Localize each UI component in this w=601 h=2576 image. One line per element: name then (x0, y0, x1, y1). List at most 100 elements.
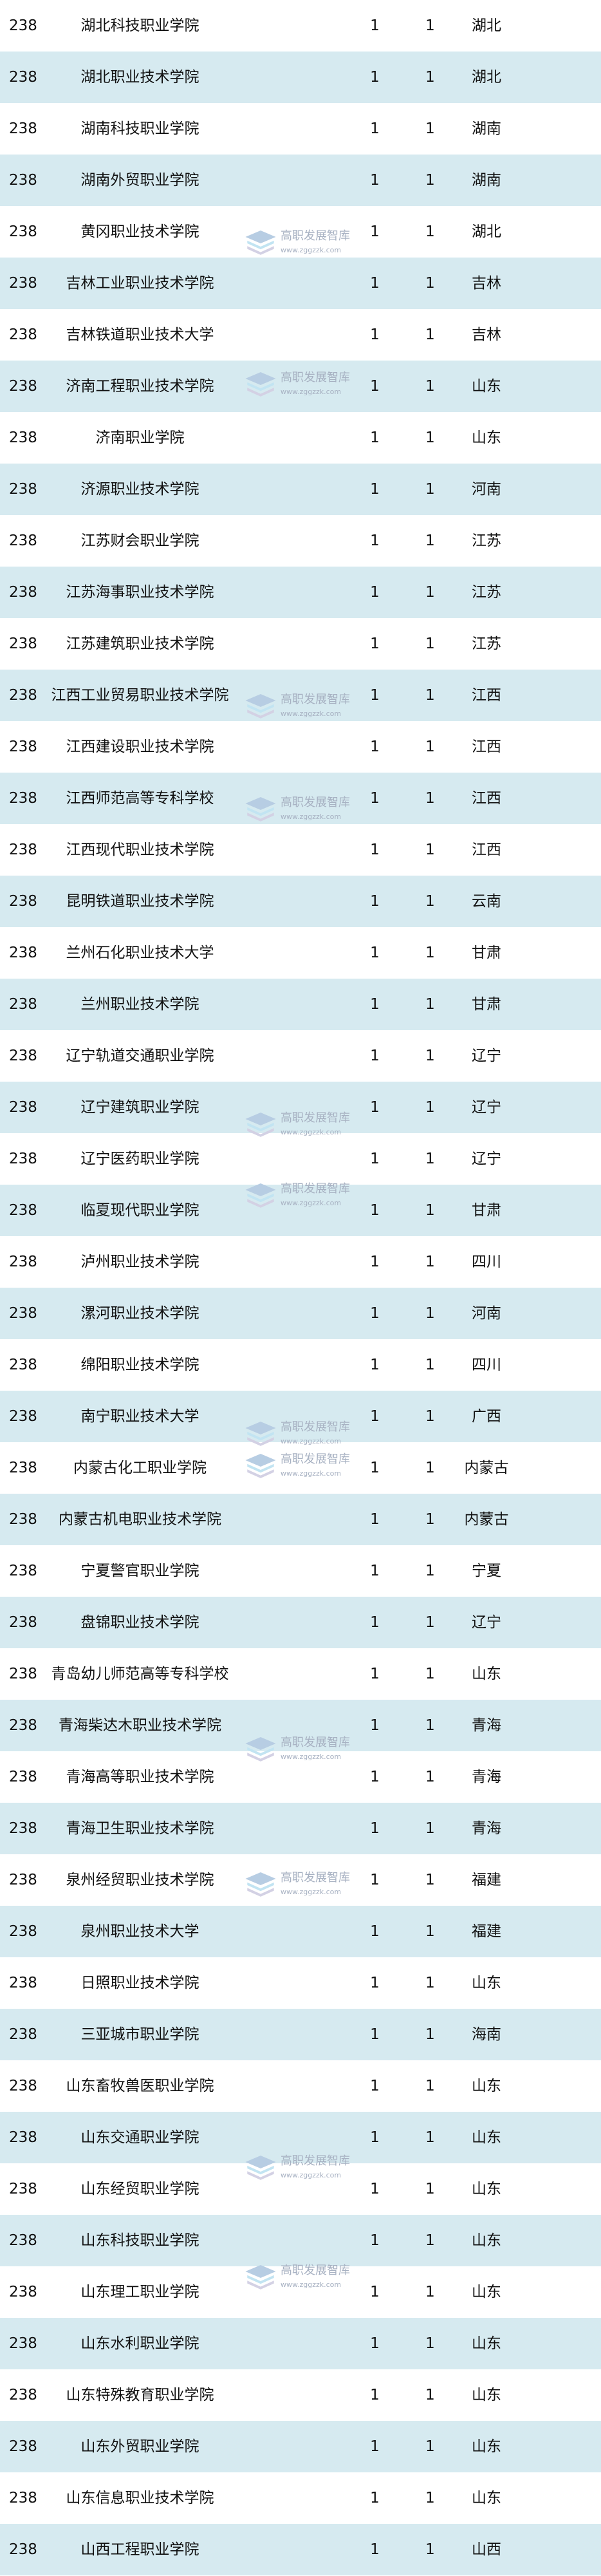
table-row: 238 绵阳职业技术学院 1 1 四川 (0, 1339, 601, 1391)
count-cell-1: 1 (370, 1305, 380, 1322)
count-cell-2: 1 (425, 1408, 435, 1425)
table-row: 238 山东水利职业学院 1 1 山东 (0, 2318, 601, 2369)
rank-cell: 238 (9, 2541, 37, 2558)
province-cell: 江西 (472, 841, 501, 858)
rank-cell: 238 (9, 1254, 37, 1270)
count-cell-1: 1 (370, 1048, 380, 1064)
province-cell: 福建 (472, 1923, 501, 1940)
school-name-cell: 山东水利职业学院 (80, 2335, 199, 2352)
count-cell-2: 1 (425, 1511, 435, 1528)
school-name-cell: 江苏海事职业技术学院 (66, 584, 214, 601)
count-cell-2: 1 (425, 687, 435, 704)
count-cell-2: 1 (425, 223, 435, 240)
count-cell-2: 1 (425, 1975, 435, 1991)
table-row: 238 济南职业学院 1 1 山东 (0, 412, 601, 464)
count-cell-2: 1 (425, 1254, 435, 1270)
count-cell-1: 1 (370, 481, 380, 498)
school-name-cell: 山东理工职业学院 (80, 2284, 199, 2300)
province-cell: 山东 (472, 2490, 501, 2506)
province-cell: 四川 (472, 1254, 501, 1270)
school-name-cell: 绵阳职业技术学院 (80, 1357, 199, 1373)
table-row: 238 江西建设职业技术学院 1 1 江西 (0, 721, 601, 773)
table-row: 238 宁夏警官职业学院 1 1 宁夏 (0, 1545, 601, 1597)
table-row: 238 山东交通职业学院 1 1 山东 (0, 2112, 601, 2163)
table-row: 238 兰州石化职业技术大学 1 1 甘肃 (0, 927, 601, 979)
province-cell: 海南 (472, 2026, 501, 2043)
rank-cell: 238 (9, 378, 37, 395)
count-cell-2: 1 (425, 2335, 435, 2352)
table-row: 238 内蒙古机电职业技术学院 1 1 内蒙古 (0, 1494, 601, 1545)
province-cell: 内蒙古 (464, 1460, 509, 1476)
rank-cell: 238 (9, 1460, 37, 1476)
school-name-cell: 青海柴达木职业技术学院 (59, 1717, 221, 1734)
count-cell-2: 1 (425, 1614, 435, 1631)
province-cell: 四川 (472, 1357, 501, 1373)
rank-cell: 238 (9, 2078, 37, 2094)
count-cell-1: 1 (370, 1254, 380, 1270)
province-cell: 山西 (472, 2541, 501, 2558)
province-cell: 辽宁 (472, 1614, 501, 1631)
table-row: 238 昆明铁道职业技术学院 1 1 云南 (0, 876, 601, 927)
rank-cell: 238 (9, 1769, 37, 1785)
table-row: 238 江苏财会职业学院 1 1 江苏 (0, 515, 601, 567)
table-row: 238 辽宁建筑职业学院 1 1 辽宁 (0, 1082, 601, 1133)
count-cell-1: 1 (370, 945, 380, 961)
count-cell-2: 1 (425, 1666, 435, 1682)
province-cell: 湖北 (472, 223, 501, 240)
count-cell-1: 1 (370, 1769, 380, 1785)
count-cell-2: 1 (425, 945, 435, 961)
table-row: 238 青海高等职业技术学院 1 1 青海 (0, 1751, 601, 1803)
count-cell-1: 1 (370, 2541, 380, 2558)
rank-cell: 238 (9, 2232, 37, 2249)
count-cell-1: 1 (370, 1717, 380, 1734)
rank-cell: 238 (9, 945, 37, 961)
school-name-cell: 辽宁医药职业学院 (80, 1151, 199, 1167)
count-cell-1: 1 (370, 17, 380, 34)
school-name-cell: 日照职业技术学院 (80, 1975, 199, 1991)
rank-cell: 238 (9, 1872, 37, 1888)
school-name-cell: 南宁职业技术大学 (80, 1408, 199, 1425)
count-cell-1: 1 (370, 2129, 380, 2146)
count-cell-2: 1 (425, 481, 435, 498)
rank-cell: 238 (9, 1820, 37, 1837)
school-name-cell: 山东外贸职业学院 (80, 2438, 199, 2455)
count-cell-2: 1 (425, 635, 435, 652)
school-name-cell: 泉州职业技术大学 (80, 1923, 199, 1940)
province-cell: 江苏 (472, 584, 501, 601)
school-name-cell: 江西师范高等专科学校 (66, 790, 214, 807)
rank-cell: 238 (9, 2284, 37, 2300)
province-cell: 湖北 (472, 69, 501, 86)
school-name-cell: 泉州经贸职业技术学院 (66, 1872, 214, 1888)
count-cell-1: 1 (370, 326, 380, 343)
rank-cell: 238 (9, 1666, 37, 1682)
rank-cell: 238 (9, 1305, 37, 1322)
school-name-cell: 黄冈职业技术学院 (80, 223, 199, 240)
count-cell-2: 1 (425, 841, 435, 858)
table-row: 238 山西工程职业学院 1 1 山西 (0, 2524, 601, 2575)
count-cell-2: 1 (425, 378, 435, 395)
rank-cell: 238 (9, 790, 37, 807)
province-cell: 山东 (472, 378, 501, 395)
count-cell-1: 1 (370, 2026, 380, 2043)
rank-cell: 238 (9, 1151, 37, 1167)
school-name-cell: 辽宁轨道交通职业学院 (66, 1048, 214, 1064)
province-cell: 河南 (472, 1305, 501, 1322)
count-cell-1: 1 (370, 687, 380, 704)
count-cell-2: 1 (425, 2026, 435, 2043)
rank-cell: 238 (9, 326, 37, 343)
school-name-cell: 江西现代职业技术学院 (66, 841, 214, 858)
count-cell-1: 1 (370, 2232, 380, 2249)
province-cell: 江苏 (472, 635, 501, 652)
count-cell-1: 1 (370, 1666, 380, 1682)
count-cell-1: 1 (370, 275, 380, 292)
school-name-cell: 吉林铁道职业技术大学 (66, 326, 214, 343)
count-cell-1: 1 (370, 635, 380, 652)
count-cell-2: 1 (425, 2541, 435, 2558)
school-name-cell: 临夏现代职业学院 (80, 1202, 199, 1219)
province-cell: 山东 (472, 2335, 501, 2352)
count-cell-2: 1 (425, 2078, 435, 2094)
rank-cell: 238 (9, 2129, 37, 2146)
province-cell: 湖南 (472, 120, 501, 137)
count-cell-1: 1 (370, 1511, 380, 1528)
school-name-cell: 江西建设职业技术学院 (66, 738, 214, 755)
